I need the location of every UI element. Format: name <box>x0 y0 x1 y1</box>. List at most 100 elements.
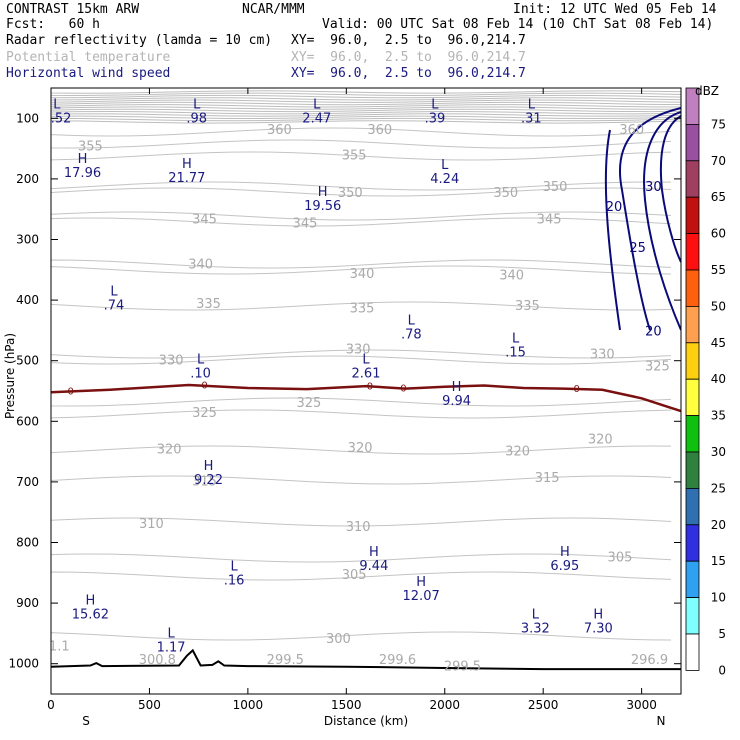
colorbar-unit: dBZ <box>695 84 719 98</box>
axes: 0 500 1000 1500 2000 2500 30001002003004005006… <box>8 88 681 712</box>
extremum-value: 15.62 <box>72 607 109 622</box>
wind-contour-label: 25 <box>629 241 646 256</box>
isentrope-upper <box>51 94 681 99</box>
theta-label: 320 <box>588 432 613 447</box>
field-reflectivity: Radar reflectivity (lamda = 10 cm) <box>6 33 273 48</box>
colorbar-label: 5 <box>718 627 726 641</box>
terrain-line <box>51 648 681 671</box>
theta-label: 320 <box>505 444 530 459</box>
isentrope <box>51 553 672 563</box>
theta-label: 340 <box>350 267 375 282</box>
extremum-value: .31 <box>521 112 542 127</box>
y-tick-label: 600 <box>16 414 39 428</box>
theta-label: 340 <box>499 269 524 284</box>
x-tick-label: 1500 <box>331 698 362 712</box>
theta-label: 340 <box>188 258 213 273</box>
isentrope <box>51 259 672 269</box>
isentrope-upper <box>51 99 681 103</box>
isentrope-upper <box>51 106 681 110</box>
extremum-value: 7.30 <box>584 621 613 636</box>
isentrope <box>51 265 672 275</box>
colorbar-swatch <box>685 160 700 198</box>
x-tick-label: 2000 <box>429 698 460 712</box>
y-tick-label: 700 <box>16 475 39 489</box>
theta-label: 299.5 <box>444 660 481 675</box>
reflectivity-zero-label: 0 <box>201 381 207 392</box>
field-reflectivity-xy: XY= 96.0, 2.5 to 96.0,214.7 <box>291 33 526 48</box>
extremum-marker: L <box>431 98 439 113</box>
extremum-marker: H <box>452 380 462 395</box>
isentrope-upper <box>51 104 681 108</box>
wind-contour <box>659 115 681 263</box>
theta-label: 360 <box>619 123 644 138</box>
theta-label: 305 <box>608 550 633 565</box>
theta-label: 301.1 <box>32 640 69 655</box>
isentrope-upper <box>51 97 681 101</box>
valid-time: Valid: 00 UTC Sat 08 Feb 14 (10 ChT Sat … <box>322 17 714 32</box>
y-tick-label: 500 <box>16 354 39 368</box>
extremum-value: 17.96 <box>64 166 101 181</box>
colorbar-swatch <box>685 124 700 162</box>
colorbar-label: 0 <box>718 663 726 677</box>
x-tick-label: 0 <box>47 698 55 712</box>
isentrope <box>51 571 672 581</box>
theta-label: 325 <box>645 360 670 375</box>
extremum-marker: H <box>560 545 570 560</box>
extremum-marker: L <box>441 158 449 173</box>
reflectivity-zero-label: 0 <box>68 386 74 397</box>
colorbar-swatch <box>685 196 700 234</box>
theta-label: 360 <box>267 123 292 138</box>
center-label: NCAR/MMM <box>242 2 305 17</box>
field-wind: Horizontal wind speed <box>6 66 171 81</box>
colorbar-label: 65 <box>711 190 726 204</box>
wind-contour <box>619 107 681 331</box>
x-axis-label: Distance (km) <box>324 714 408 728</box>
extremum-marker: L <box>110 284 118 299</box>
model-title: CONTRAST 15km ARW <box>6 2 140 17</box>
reflectivity-zero-label: 0 <box>400 383 406 394</box>
x-tick-label: 3000 <box>626 698 657 712</box>
isentrope-upper <box>51 120 681 124</box>
colorbar-swatch <box>685 633 700 671</box>
extremum-value: .16 <box>224 573 245 588</box>
colorbar-label: 25 <box>711 481 726 495</box>
extremum-marker: H <box>182 157 192 172</box>
isentrope <box>51 211 672 221</box>
y-tick-label: 200 <box>16 172 39 186</box>
theta-label: 360 <box>367 123 392 138</box>
extremum-marker: H <box>416 575 426 590</box>
colorbar-label: 60 <box>711 227 726 241</box>
extremum-value: .10 <box>190 367 211 382</box>
colorbar-label: 30 <box>711 445 726 459</box>
theta-label: 350 <box>493 186 518 201</box>
theta-label: 315 <box>192 475 217 490</box>
isentrope <box>51 409 672 419</box>
extremum-marker: L <box>362 353 370 368</box>
forecast-hour: Fcst: 60 h <box>6 17 100 32</box>
y-tick-label: 1000 <box>8 657 39 671</box>
isentrope <box>51 217 672 227</box>
colorbar-label: 75 <box>711 117 726 131</box>
endpoint-north: N <box>657 714 666 728</box>
extremum-marker: L <box>53 98 61 113</box>
isentrope-upper <box>51 113 681 117</box>
y-tick-label: 800 <box>16 536 39 550</box>
theta-label: 345 <box>537 212 562 227</box>
extremum-value: 9.44 <box>359 559 388 574</box>
theta-label: 296.9 <box>631 653 668 668</box>
colorbar-swatch <box>685 415 700 453</box>
extremum-marker: L <box>167 627 175 642</box>
colorbar-swatch <box>685 597 700 635</box>
isentrope-upper <box>51 108 681 113</box>
extremum-value: .98 <box>186 112 207 127</box>
theta-label: 320 <box>348 441 373 456</box>
extremum-marker: L <box>230 559 238 574</box>
extremum-marker: H <box>593 607 603 622</box>
x-tick-label: 500 <box>138 698 161 712</box>
theta-label: 350 <box>543 180 568 195</box>
wind-contour-label: 30 <box>645 180 662 195</box>
init-time: Init: 12 UTC Wed 05 Feb 14 <box>513 2 717 17</box>
isentrope-upper <box>51 117 681 122</box>
